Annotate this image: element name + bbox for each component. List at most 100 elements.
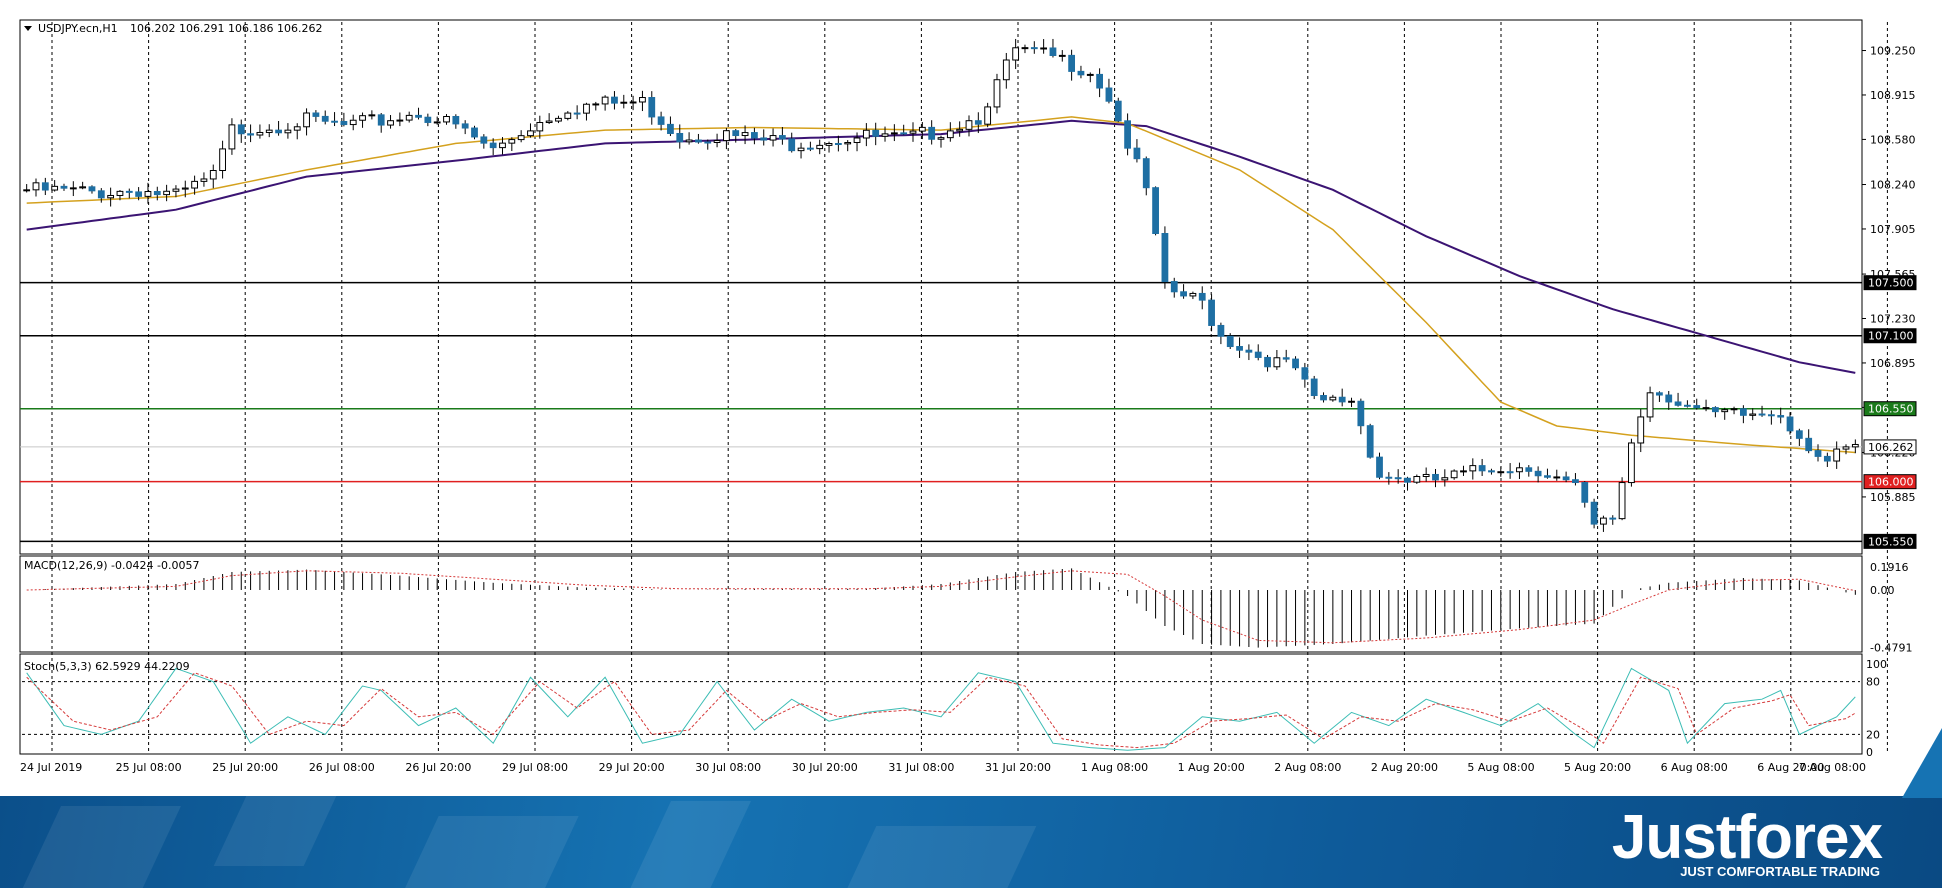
time-label: 6 Aug 08:00 xyxy=(1661,761,1728,774)
macd-panel-frame xyxy=(19,555,1863,653)
candle-body xyxy=(1049,47,1057,57)
candle-body xyxy=(1002,59,1010,81)
candle-body xyxy=(1628,442,1635,484)
price-axis: 109.250 108.915 108.580 108.240 107.905 107.5… xyxy=(1862,45,1917,549)
candle-body xyxy=(1189,292,1197,297)
candle-body xyxy=(51,185,59,191)
candle-body xyxy=(116,190,124,196)
candle-body xyxy=(1320,395,1327,401)
candle-body xyxy=(228,124,236,150)
brand-banner: Justforex JUST COMFORTABLE TRADING xyxy=(0,796,1942,888)
candle-body xyxy=(601,96,609,105)
candle-body xyxy=(1040,47,1048,50)
candle-body xyxy=(321,115,329,122)
candle-body xyxy=(88,186,96,192)
candle-body xyxy=(41,182,49,191)
candle-body xyxy=(1851,443,1859,448)
macd-indicator: 0.1916 0.00 -0.4791 xyxy=(26,561,1912,654)
candle-body xyxy=(732,130,740,137)
candle-body xyxy=(639,97,646,103)
stochastic-indicator: 100 80 20 0 xyxy=(26,658,1887,759)
macd-tick-label: -0.4791 xyxy=(1870,641,1912,654)
candle-body xyxy=(181,187,189,190)
candle-body xyxy=(377,114,385,126)
candle-body xyxy=(1693,405,1701,409)
brand-logo: Justforex xyxy=(1611,803,1883,872)
time-label: 25 Jul 20:00 xyxy=(212,761,278,774)
candle-body xyxy=(1469,465,1477,472)
candle-body xyxy=(778,135,786,140)
candle-body xyxy=(1730,408,1738,411)
candle-body xyxy=(797,147,805,152)
level-label-box xyxy=(1863,275,1917,291)
candle-body xyxy=(1012,47,1020,61)
time-label: 5 Aug 20:00 xyxy=(1564,761,1631,774)
candle-body xyxy=(144,191,152,197)
candle-body xyxy=(172,188,180,192)
candle-body xyxy=(359,115,366,121)
candle-body xyxy=(1366,425,1374,458)
candle-body xyxy=(620,101,628,104)
time-label: 24 Jul 2019 xyxy=(20,761,82,774)
candle-body xyxy=(1105,87,1113,102)
candle-body xyxy=(1348,400,1355,403)
candle-body xyxy=(69,187,77,190)
dropdown-arrow-icon[interactable] xyxy=(24,26,32,31)
price-tick-label: 107.905 xyxy=(1870,223,1916,236)
candle-body xyxy=(993,79,1001,108)
candle-body xyxy=(1833,448,1841,462)
candle-body xyxy=(741,132,749,137)
time-label: 7 Aug 08:00 xyxy=(1799,761,1866,774)
candle-body xyxy=(1180,291,1187,297)
candle-body xyxy=(1516,467,1523,473)
level-label: 105.550 xyxy=(1868,535,1914,548)
candle-body xyxy=(1525,467,1533,472)
candle-body xyxy=(545,120,553,124)
candle-body xyxy=(79,186,87,189)
candle-body xyxy=(1161,232,1169,283)
stoch-tick-label: 0 xyxy=(1866,746,1873,759)
candle-body xyxy=(723,130,730,142)
candle-body xyxy=(1814,450,1822,457)
level-label-box xyxy=(1863,328,1917,344)
candles xyxy=(23,38,1859,532)
stoch-tick-label: 20 xyxy=(1866,728,1880,741)
stoch-d-line xyxy=(26,672,1856,749)
candle-body xyxy=(443,115,450,123)
candle-body xyxy=(751,132,758,139)
candle-body xyxy=(676,132,684,143)
candle-body xyxy=(1702,407,1710,410)
time-label: 29 Jul 20:00 xyxy=(599,761,665,774)
candle-body xyxy=(1077,70,1085,76)
candle-body xyxy=(1534,470,1542,477)
candle-body xyxy=(1618,482,1626,520)
candle-body xyxy=(461,123,469,129)
grid xyxy=(22,22,1888,752)
price-tick-label: 108.240 xyxy=(1870,179,1916,192)
level-label: 106.000 xyxy=(1868,476,1914,489)
candle-body xyxy=(946,130,954,139)
candle-body xyxy=(1198,292,1206,301)
candle-body xyxy=(349,119,357,126)
candle-body xyxy=(713,140,721,143)
ma-slow-line xyxy=(26,119,1856,374)
candle-body xyxy=(340,120,348,126)
candle-body xyxy=(1245,349,1253,353)
candle-body xyxy=(1684,404,1691,407)
candle-body xyxy=(1739,408,1747,416)
candle-body xyxy=(1170,281,1178,293)
candle-body xyxy=(1124,120,1131,149)
candle-body xyxy=(387,120,394,126)
candle-body xyxy=(1086,73,1094,76)
moving-averages xyxy=(26,116,1856,454)
candle-body xyxy=(471,127,478,138)
candle-body xyxy=(1665,394,1673,403)
price-tick-label: 106.895 xyxy=(1870,357,1916,370)
candle-body xyxy=(1254,351,1262,358)
candle-body xyxy=(1422,473,1430,478)
candle-body xyxy=(527,130,534,137)
candle-body xyxy=(135,191,143,197)
candle-body xyxy=(1711,407,1719,413)
candle-body xyxy=(648,97,656,118)
candle-body xyxy=(667,123,674,134)
